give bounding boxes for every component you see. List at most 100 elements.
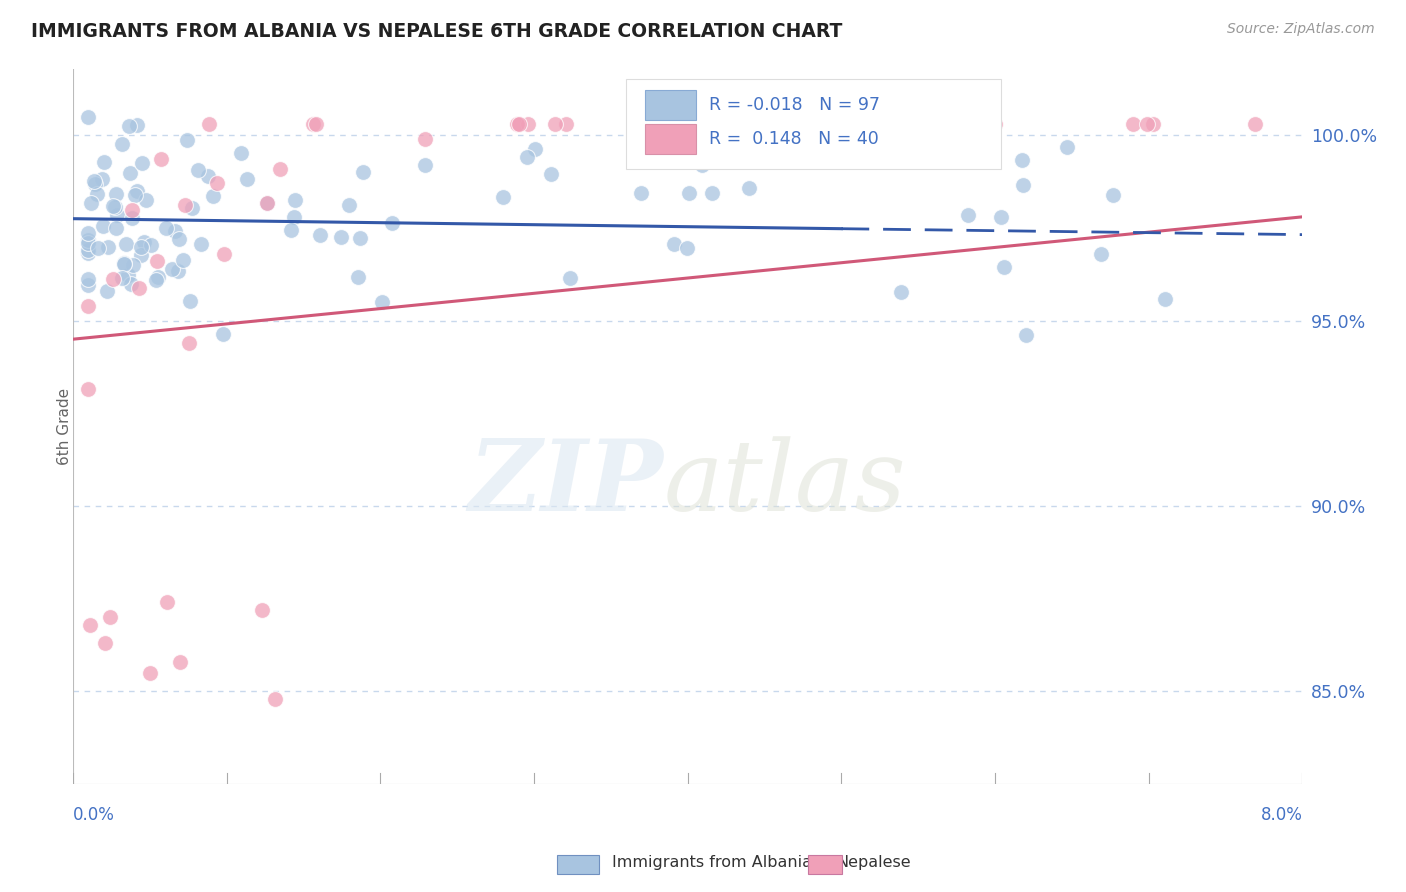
Point [990, 210, 1012, 224]
Point [1122, 117, 1144, 131]
Point [524, 142, 547, 156]
Point [77, 243, 100, 257]
Point [737, 181, 759, 195]
Point [236, 171, 259, 186]
Point [1015, 327, 1038, 342]
Point [1011, 153, 1033, 167]
Point [160, 262, 183, 277]
Point [77, 271, 100, 285]
Point [135, 193, 157, 207]
Point [960, 117, 983, 131]
Point [180, 202, 202, 216]
Text: Nepalese: Nepalese [837, 855, 911, 870]
Point [87, 241, 110, 255]
Point [115, 237, 138, 252]
Point [993, 260, 1015, 275]
Point [134, 235, 156, 250]
Text: R =  0.148   N = 40: R = 0.148 N = 40 [709, 129, 879, 148]
Point [1153, 293, 1175, 307]
Point [101, 199, 124, 213]
Point [173, 197, 195, 211]
Text: Immigrants from Albania: Immigrants from Albania [612, 855, 811, 870]
Point [176, 132, 198, 146]
Point [264, 691, 287, 706]
Point [664, 236, 686, 251]
FancyBboxPatch shape [645, 90, 696, 120]
Point [98, 610, 121, 624]
Point [104, 200, 127, 214]
Point [77, 235, 100, 250]
Point [96, 284, 118, 298]
Point [1011, 178, 1033, 193]
Point [155, 595, 177, 609]
Point [205, 176, 228, 190]
Point [84, 177, 107, 191]
Point [346, 270, 368, 285]
Point [125, 184, 148, 198]
Point [141, 238, 163, 252]
Point [169, 655, 191, 669]
Point [97, 240, 120, 254]
Point [676, 242, 699, 256]
Point [283, 210, 305, 224]
Point [339, 198, 361, 212]
Point [104, 221, 127, 235]
Point [118, 166, 141, 180]
Point [146, 254, 169, 268]
Point [301, 117, 323, 131]
Point [112, 257, 135, 271]
Point [305, 117, 328, 131]
Point [77, 110, 100, 124]
Point [517, 117, 540, 131]
Point [155, 220, 177, 235]
Point [229, 145, 252, 160]
Point [349, 231, 371, 245]
Point [93, 155, 115, 169]
Point [83, 174, 105, 188]
Point [256, 196, 278, 211]
Point [187, 163, 209, 178]
Point [1244, 117, 1267, 131]
Point [284, 194, 307, 208]
Point [124, 187, 146, 202]
Point [1102, 188, 1125, 202]
Text: ZIP: ZIP [468, 435, 664, 532]
Point [129, 240, 152, 254]
FancyBboxPatch shape [626, 79, 1001, 169]
Point [77, 246, 100, 260]
Point [544, 117, 567, 131]
Point [516, 151, 538, 165]
Text: IMMIGRANTS FROM ALBANIA VS NEPALESE 6TH GRADE CORRELATION CHART: IMMIGRANTS FROM ALBANIA VS NEPALESE 6TH … [31, 22, 842, 41]
Point [984, 117, 1007, 131]
Point [201, 189, 224, 203]
Point [506, 117, 529, 131]
Point [127, 119, 149, 133]
Point [163, 224, 186, 238]
Point [167, 264, 190, 278]
Point [506, 117, 529, 131]
Point [77, 226, 100, 240]
Point [91, 219, 114, 234]
Point [492, 190, 515, 204]
Text: 8.0%: 8.0% [1261, 806, 1302, 824]
Point [131, 248, 153, 262]
Point [555, 117, 578, 131]
Point [80, 196, 103, 211]
Point [558, 271, 581, 285]
Point [256, 196, 278, 211]
Point [1090, 247, 1112, 261]
Point [172, 253, 194, 268]
Text: 0.0%: 0.0% [73, 806, 115, 824]
Point [104, 187, 127, 202]
Point [197, 169, 219, 184]
Point [145, 273, 167, 287]
Point [810, 117, 832, 131]
Point [1056, 140, 1078, 154]
Point [269, 161, 291, 176]
Point [86, 187, 108, 202]
Text: atlas: atlas [664, 436, 905, 532]
Point [111, 271, 134, 285]
Point [190, 236, 212, 251]
Point [139, 665, 162, 680]
Point [77, 233, 100, 247]
